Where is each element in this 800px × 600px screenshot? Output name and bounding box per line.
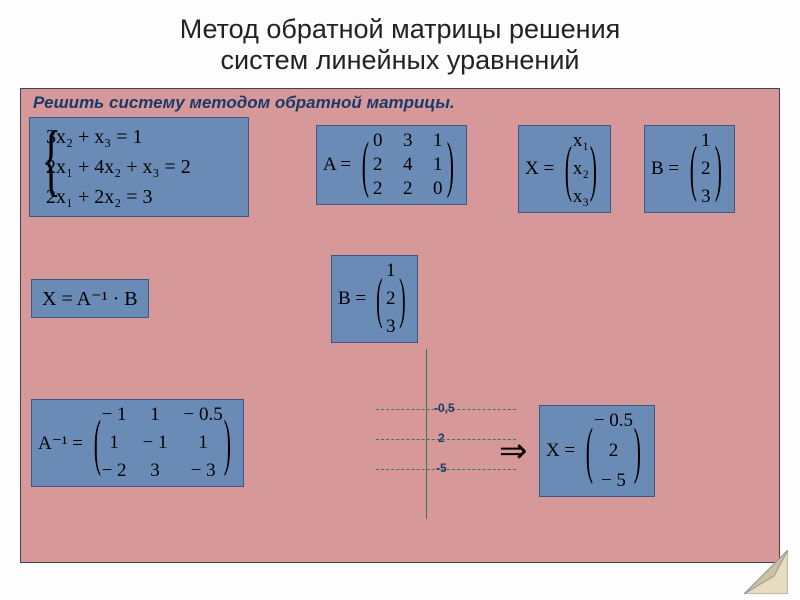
matrix-body: x₁ x₂ x₃ — [573, 130, 589, 208]
axis-label: -0,5 — [434, 401, 455, 415]
cell: 3 — [143, 460, 168, 482]
axis-vertical — [426, 349, 427, 519]
paren-icon: ) — [634, 426, 641, 476]
system-rows: 3x₂ + x₃ = 1 2x₁ + 4x₂ + x₃ = 2 2x₁ + 2x… — [46, 122, 242, 212]
matrix-body: 1 2 3 — [698, 130, 714, 208]
page-title: Метод обратной матрицы решения систем ли… — [0, 0, 800, 84]
page-curl-icon — [744, 550, 788, 594]
paren-icon: ) — [447, 140, 454, 190]
title-line-1: Метод обратной матрицы решения — [180, 14, 621, 44]
cell: − 1 — [143, 432, 168, 454]
cell: 2 — [400, 178, 416, 200]
title-line-2: систем линейных уравнений — [221, 45, 580, 75]
subtitle: Решить систему методом обратной матрицы. — [33, 93, 455, 113]
matrix-label: X = — [546, 440, 575, 462]
vector-x-result-box: X = ( − 0.5 2 − 5 ) — [539, 405, 655, 497]
cell: − 0.5 — [594, 410, 633, 432]
cell: − 1 — [102, 404, 127, 426]
cell: 2 — [383, 288, 399, 310]
paren-icon: ) — [399, 275, 406, 323]
matrix-body: − 1 1 − 0.5 1 − 1 1 − 2 3 − 3 — [102, 404, 223, 482]
slide: Метод обратной матрицы решения систем ли… — [0, 0, 800, 600]
axis-line — [376, 439, 516, 440]
cell: 1 — [143, 404, 168, 426]
axis-label: -5 — [436, 461, 447, 475]
paren-icon: ( — [565, 144, 572, 194]
cell: 0 — [370, 130, 386, 152]
cell: 2 — [370, 178, 386, 200]
cell: 2 — [594, 440, 633, 462]
paren-icon: ) — [715, 144, 722, 194]
cell: 1 — [184, 432, 223, 454]
matrix-a-box: A = ( 031 241 220 ) — [316, 125, 467, 205]
cell: x₃ — [573, 186, 589, 208]
cell: 1 — [383, 260, 399, 282]
cell: 4 — [400, 154, 416, 176]
paren-icon: ( — [362, 140, 369, 190]
equation-system-box: { 3x₂ + x₃ = 1 2x₁ + 4x₂ + x₃ = 2 2x₁ + … — [29, 117, 249, 217]
content-area: Решить систему методом обратной матрицы.… — [20, 88, 780, 563]
matrix-body: − 0.5 2 − 5 — [594, 410, 633, 492]
cell: 3 — [383, 316, 399, 338]
cell: 1 — [698, 130, 714, 152]
matrix-body: 031 241 220 — [370, 130, 446, 200]
cell: 1 — [430, 154, 446, 176]
matrix-label: A = — [323, 154, 351, 176]
cell: x₁ — [573, 130, 589, 152]
cell: 1 — [102, 432, 127, 454]
formula-text: X = A⁻¹ · B — [42, 288, 138, 310]
cell: 2 — [698, 158, 714, 180]
vector-b-box: B = ( 1 2 3 ) — [644, 125, 735, 213]
axis-label: 2 — [438, 431, 445, 445]
axis-decoration: -0,5 2 -5 — [376, 349, 516, 519]
matrix-label: B = — [651, 158, 679, 180]
formula-box: X = A⁻¹ · B — [31, 279, 149, 318]
cell: − 0.5 — [184, 404, 223, 426]
paren-icon: ) — [590, 144, 597, 194]
matrix-label: A⁻¹ = — [38, 432, 83, 455]
matrix-body: 1 2 3 — [383, 260, 399, 338]
paren-icon: ( — [586, 426, 593, 476]
vector-x-box: X = ( x₁ x₂ x₃ ) — [518, 125, 611, 213]
cell: x₂ — [573, 158, 589, 180]
cell: − 2 — [102, 460, 127, 482]
matrix-label: X = — [525, 158, 554, 180]
eq-row: 3x₂ + x₃ = 1 — [46, 122, 242, 152]
vector-b2-box: B = ( 1 2 3 ) — [331, 255, 418, 343]
cell: 0 — [430, 178, 446, 200]
brace-icon: { — [42, 120, 61, 200]
eq-row: 2x₁ + 4x₂ + x₃ = 2 — [46, 152, 242, 182]
matrix-a-inverse-box: A⁻¹ = ( − 1 1 − 0.5 1 − 1 1 − 2 3 − 3 ) — [31, 399, 244, 487]
matrix-label: B = — [338, 288, 366, 310]
cell: 2 — [370, 154, 386, 176]
cell: − 3 — [184, 460, 223, 482]
paren-icon: ( — [690, 144, 697, 194]
paren-icon: ( — [94, 418, 101, 468]
cell: 3 — [698, 186, 714, 208]
paren-icon: ( — [376, 275, 383, 323]
cell: 3 — [400, 130, 416, 152]
cell: 1 — [430, 130, 446, 152]
eq-row: 2x₁ + 2x₂ = 3 — [46, 182, 242, 212]
arrow-icon: ⇒ — [499, 431, 528, 471]
paren-icon: ) — [223, 418, 230, 468]
cell: − 5 — [594, 470, 633, 492]
